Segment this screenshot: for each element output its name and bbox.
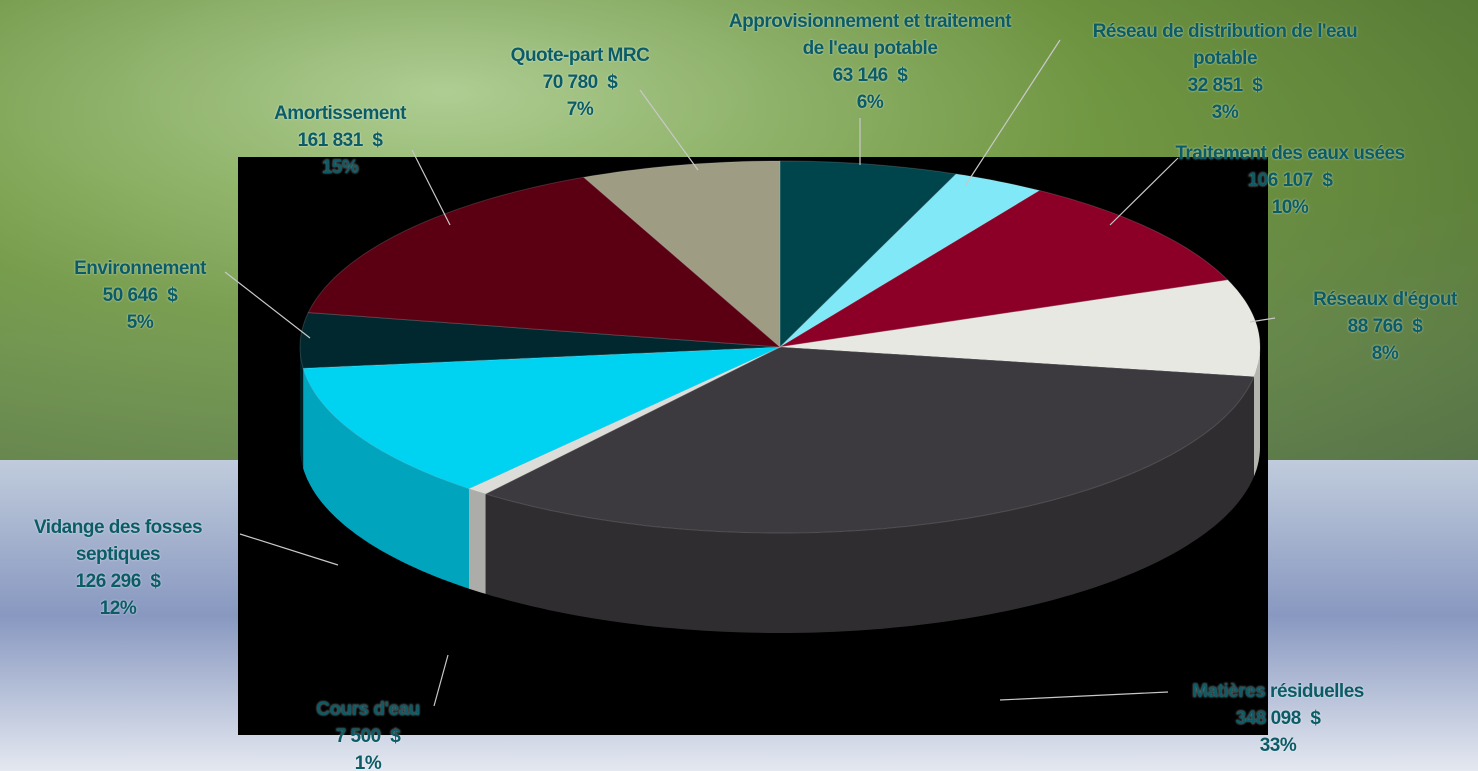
- value-label: 161 831 $: [297, 130, 383, 151]
- data-label: Amortissement 161 831 $ 15%: [240, 100, 440, 181]
- category-label: Réseaux d'égout: [1313, 289, 1457, 310]
- category-label: Matières résiduelles: [1192, 681, 1364, 702]
- slice-side: [1253, 347, 1260, 477]
- category-label: Réseau de distribution de l'eau potable: [1092, 21, 1358, 69]
- value-label: 126 296 $: [75, 571, 161, 592]
- value-label: 106 107 $: [1247, 170, 1333, 191]
- slice-side: [469, 488, 486, 594]
- data-label: Cours d'eau 7 500 $ 1%: [293, 696, 443, 771]
- category-label: Amortissement: [274, 103, 406, 124]
- value-label: 348 098 $: [1235, 708, 1321, 729]
- leader-line: [999, 691, 1169, 701]
- slice: [779, 189, 1229, 348]
- slice: [307, 176, 782, 348]
- leader-line: [964, 39, 1061, 187]
- leader-line: [224, 271, 311, 339]
- category-label: Vidange des fosses septiques: [33, 517, 203, 565]
- value-label: 70 780 $: [542, 72, 618, 93]
- value-label: 32 851 $: [1187, 75, 1263, 96]
- percent-label: 1%: [354, 753, 382, 771]
- slice-side: [300, 347, 304, 469]
- value-label: 63 146 $: [832, 65, 908, 86]
- percent-label: 7%: [566, 99, 594, 120]
- leader-line: [411, 149, 451, 226]
- data-label: Réseau de distribution de l'eau potable 3…: [1080, 18, 1370, 126]
- percent-label: 3%: [1211, 102, 1239, 123]
- slice: [779, 160, 958, 349]
- value-label: 50 646 $: [102, 285, 178, 306]
- slice: [302, 346, 781, 490]
- category-label: Quote-part MRC: [510, 45, 650, 66]
- percent-label: 10%: [1271, 197, 1309, 218]
- slice-side: [485, 376, 1254, 633]
- value-label: 88 766 $: [1347, 316, 1423, 337]
- percent-label: 12%: [99, 598, 137, 619]
- category-label: Traitement des eaux usées: [1175, 143, 1405, 164]
- slice: [484, 346, 1255, 534]
- percent-label: 15%: [321, 157, 359, 178]
- slice: [779, 173, 1041, 348]
- percent-label: 6%: [856, 92, 884, 113]
- data-label: Approvisionnement et traitement de l'eau…: [720, 8, 1020, 116]
- data-label: Environnement 50 646 $ 5%: [40, 255, 240, 336]
- leader-line: [639, 89, 699, 171]
- slice-side: [303, 368, 469, 589]
- leader-line: [1249, 317, 1276, 323]
- percent-label: 8%: [1371, 343, 1399, 364]
- category-label: Approvisionnement et traitement de l'eau…: [728, 11, 1012, 59]
- value-label: 7 500 $: [335, 726, 401, 747]
- leader-line: [239, 533, 339, 566]
- leader-line: [433, 654, 449, 707]
- slice: [299, 311, 781, 369]
- percent-label: 33%: [1259, 735, 1297, 756]
- data-label: Quote-part MRC 70 780 $ 7%: [480, 42, 680, 123]
- data-label: Matières résiduelles 348 098 $ 33%: [1158, 678, 1398, 759]
- leader-line: [1109, 157, 1179, 226]
- slice: [582, 160, 781, 349]
- slice: [779, 279, 1261, 378]
- data-label: Réseaux d'égout 88 766 $ 8%: [1285, 286, 1478, 367]
- data-label: Traitement des eaux usées 106 107 $ 10%: [1170, 140, 1410, 221]
- data-label: Vidange des fosses septiques 126 296 $ 12%: [3, 514, 233, 622]
- category-label: Environnement: [74, 258, 206, 279]
- category-label: Cours d'eau: [316, 699, 420, 720]
- percent-label: 5%: [126, 312, 154, 333]
